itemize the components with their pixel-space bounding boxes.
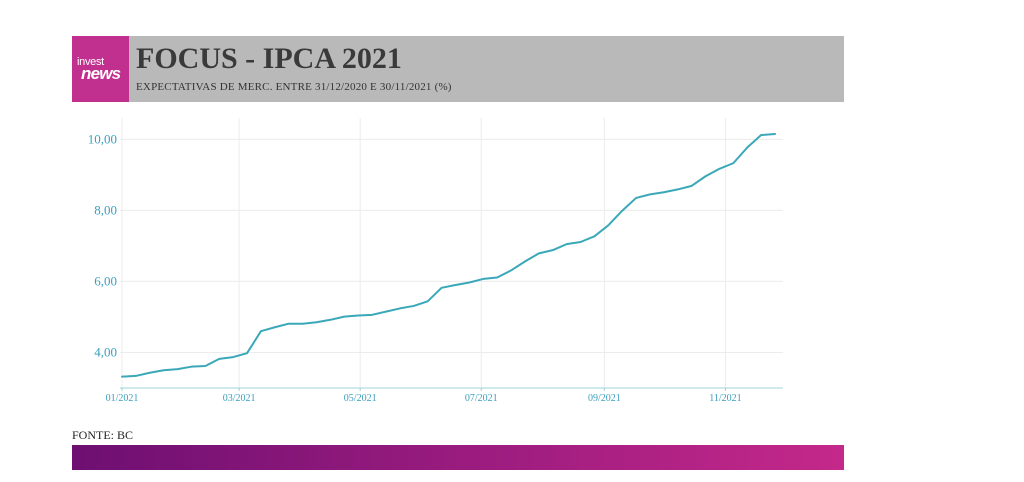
chart-header: invest news FOCUS - IPCA 2021 EXPECTATIV…: [72, 36, 844, 102]
logo-text-invest: invest: [77, 56, 104, 68]
y-tick-label: 8,00: [94, 202, 117, 217]
footer-gradient-bar: [72, 445, 844, 470]
logo-text-news: news: [81, 64, 121, 83]
x-tick-label: 11/2021: [709, 393, 741, 404]
chart-grid: [120, 118, 783, 388]
series-line: [120, 132, 777, 378]
source-note: FONTE: BC: [72, 428, 134, 442]
x-tick-label: 01/2021: [106, 393, 139, 404]
y-tick-label: 10,00: [88, 131, 117, 146]
y-tick-label: 6,00: [94, 273, 117, 288]
investnews-logo: invest news: [72, 36, 129, 102]
x-axis-ticks: 01/2021 03/2021 05/2021 07/2021 09/2021 11/20…: [106, 393, 742, 404]
x-tick-label: 05/2021: [344, 393, 377, 404]
x-tick-label: 09/2021: [588, 393, 621, 404]
chart-subtitle: EXPECTATIVAS DE MERC. ENTRE 31/12/2020 E…: [136, 81, 452, 93]
y-tick-label: 4,00: [94, 344, 117, 359]
x-tick-label: 03/2021: [223, 393, 256, 404]
x-tick-label: 07/2021: [465, 393, 498, 404]
chart-axes: [120, 387, 783, 391]
chart-series: [120, 132, 777, 378]
y-axis-ticks: 4,00 6,00 8,00 10,00: [88, 131, 117, 359]
chart-title: FOCUS - IPCA 2021: [136, 42, 402, 75]
